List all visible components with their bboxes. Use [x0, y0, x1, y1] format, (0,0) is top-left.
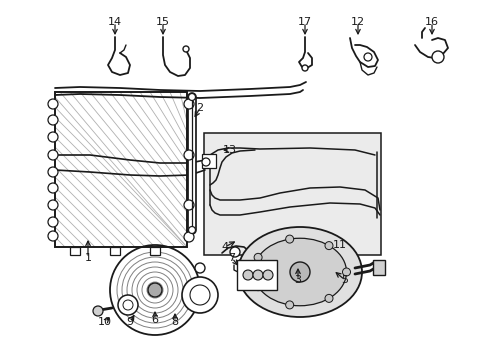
- Circle shape: [48, 115, 58, 125]
- Circle shape: [182, 277, 218, 313]
- Circle shape: [195, 263, 204, 273]
- Text: 2: 2: [196, 103, 203, 113]
- Circle shape: [123, 300, 133, 310]
- Circle shape: [183, 46, 189, 52]
- Circle shape: [48, 99, 58, 109]
- Circle shape: [363, 53, 371, 61]
- Circle shape: [110, 245, 200, 335]
- Text: 8: 8: [171, 317, 178, 327]
- Bar: [55, 92, 186, 247]
- Ellipse shape: [238, 227, 361, 317]
- Circle shape: [229, 247, 240, 257]
- Circle shape: [325, 242, 332, 249]
- Text: 13: 13: [223, 145, 237, 155]
- Bar: [110, 247, 120, 255]
- Ellipse shape: [253, 238, 346, 306]
- Text: 17: 17: [297, 17, 311, 27]
- Circle shape: [188, 94, 195, 100]
- Text: 3: 3: [294, 275, 301, 285]
- Circle shape: [188, 226, 195, 234]
- Circle shape: [243, 270, 252, 280]
- Bar: [70, 247, 80, 255]
- Circle shape: [183, 99, 194, 109]
- Circle shape: [93, 306, 103, 316]
- Text: 15: 15: [156, 17, 170, 27]
- Circle shape: [48, 231, 58, 241]
- Circle shape: [325, 294, 332, 302]
- Circle shape: [289, 262, 309, 282]
- Circle shape: [342, 268, 350, 276]
- Text: 11: 11: [332, 240, 346, 250]
- Circle shape: [183, 150, 194, 160]
- Circle shape: [285, 235, 293, 243]
- Text: 4: 4: [221, 242, 228, 252]
- Bar: [237, 260, 276, 290]
- Circle shape: [48, 150, 58, 160]
- Bar: [150, 247, 160, 255]
- Bar: [55, 92, 186, 247]
- Circle shape: [431, 51, 443, 63]
- Text: 5: 5: [341, 275, 348, 285]
- Text: 14: 14: [108, 17, 122, 27]
- Circle shape: [190, 285, 209, 305]
- Text: 16: 16: [424, 17, 438, 27]
- Circle shape: [252, 270, 263, 280]
- Bar: [203, 133, 380, 255]
- Text: 7: 7: [228, 253, 235, 263]
- Bar: [372, 260, 384, 275]
- Circle shape: [263, 270, 272, 280]
- Circle shape: [254, 253, 262, 261]
- Circle shape: [48, 167, 58, 177]
- Text: 9: 9: [126, 317, 133, 327]
- Circle shape: [48, 217, 58, 227]
- Circle shape: [183, 232, 194, 242]
- Bar: [202, 154, 216, 168]
- Circle shape: [118, 295, 138, 315]
- Circle shape: [254, 283, 262, 291]
- Circle shape: [48, 183, 58, 193]
- Text: 1: 1: [84, 253, 91, 263]
- Circle shape: [183, 200, 194, 210]
- Circle shape: [302, 65, 307, 71]
- Circle shape: [285, 301, 293, 309]
- Circle shape: [202, 158, 209, 166]
- Circle shape: [48, 132, 58, 142]
- Text: 12: 12: [350, 17, 365, 27]
- Text: 6: 6: [151, 315, 158, 325]
- Text: 10: 10: [98, 317, 112, 327]
- Circle shape: [148, 283, 162, 297]
- Circle shape: [48, 200, 58, 210]
